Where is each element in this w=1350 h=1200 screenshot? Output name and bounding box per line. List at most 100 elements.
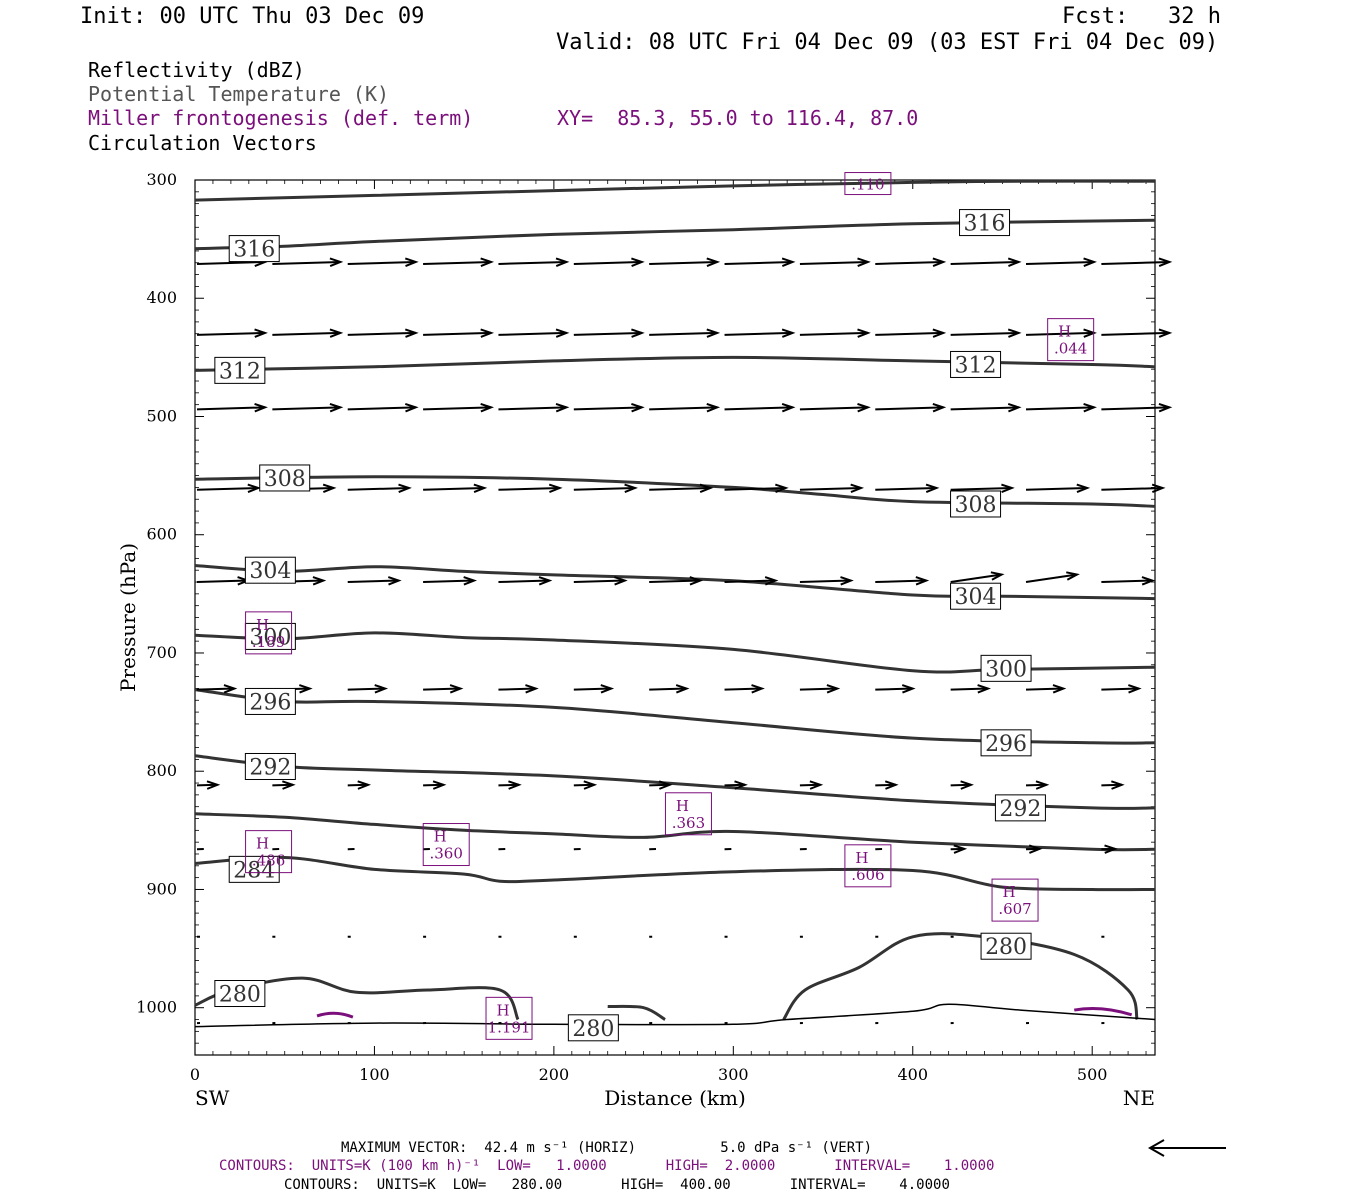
theta-contour-label: 304 (249, 559, 291, 584)
circulation-vector (423, 783, 444, 787)
circulation-vector (1101, 486, 1163, 491)
circulation-vector (498, 579, 550, 584)
circulation-vector (950, 260, 1019, 265)
circulation-vector (649, 331, 718, 336)
fronto-max-box (844, 172, 892, 196)
circulation-vector (1025, 486, 1088, 491)
theta-contour-label: 284 (233, 858, 275, 883)
circulation-vector-head (1007, 402, 1022, 413)
surface-line (194, 1003, 1156, 1028)
circulation-vector (272, 406, 341, 411)
theta-contour-label: 292 (249, 755, 291, 780)
circulation-vector-head (774, 483, 789, 494)
circulation-vector-head (840, 576, 854, 586)
circulation-vector-head (404, 402, 419, 413)
circulation-vector-head (329, 257, 344, 267)
circulation-vector-head (1151, 483, 1166, 494)
theta-contour-316 (194, 218, 1156, 251)
circulation-vector (196, 486, 259, 491)
fronto-max-box (991, 878, 1039, 922)
circulation-vector-head (538, 576, 553, 586)
fronto-max-value: .606 (851, 866, 884, 884)
footer-contours-theta: CONTOURS: UNITS=K LOW= 280.00 HIGH= 400.… (284, 1177, 950, 1193)
circulation-vector-head (254, 328, 268, 338)
theta-contour-label: 316 (233, 238, 275, 263)
circulation-vector-head (247, 483, 262, 494)
theta-label-box (244, 556, 296, 584)
x-axis-label: Distance (km) (604, 1086, 746, 1110)
circulation-vector (799, 406, 868, 411)
circulation-vector-head (404, 328, 419, 338)
theta-contour-label: 308 (264, 467, 306, 492)
circulation-vector (498, 260, 567, 265)
circulation-vector-head (480, 402, 495, 413)
circulation-vector-head (1035, 780, 1050, 790)
theta-contour-label: 280 (985, 935, 1027, 960)
x-left-end-label: SW (195, 1086, 230, 1110)
forecast-hour: Fcst: 32 h (1062, 4, 1221, 29)
theta-label-box (994, 794, 1046, 822)
fronto-max-box (422, 823, 470, 867)
legend-reflectivity: Reflectivity (dBZ) (88, 58, 305, 82)
circulation-vector (950, 687, 989, 691)
x-tick-label: 300 (718, 1065, 749, 1084)
circulation-vector-head (734, 780, 748, 790)
circulation-vector (724, 331, 793, 336)
circulation-vector-head (555, 257, 570, 267)
circulation-vector-head (614, 576, 628, 586)
fronto-max-value: .110 (851, 176, 884, 194)
fronto-max-box (844, 844, 892, 888)
fronto-max-value: .363 (672, 814, 705, 832)
circulation-vector-head (624, 483, 638, 494)
circulation-vector-head (781, 402, 796, 413)
circulation-vector (272, 783, 293, 787)
circulation-vector (1025, 260, 1095, 265)
theta-contour-label: 292 (999, 797, 1041, 822)
circulation-vector (347, 486, 409, 491)
theta-contour-label: 300 (985, 657, 1027, 682)
circulation-vector (498, 331, 567, 336)
theta-contour-label: 280 (219, 983, 261, 1008)
circulation-vector-head (357, 780, 372, 790)
circulation-vector (724, 783, 745, 787)
theta-contour-320 (194, 179, 1156, 202)
circulation-vector (1025, 331, 1095, 336)
x-tick-label: 500 (1077, 1065, 1108, 1084)
theta-label-box (244, 687, 296, 715)
circulation-vector (649, 260, 718, 265)
circulation-vector (423, 406, 492, 411)
circulation-vector (875, 783, 896, 787)
circulation-vector (498, 687, 536, 691)
circulation-vector (950, 331, 1019, 336)
valid-time: Valid: 08 UTC Fri 04 Dec 09 (03 EST Fri … (556, 30, 1219, 55)
theta-label-box (950, 350, 1002, 378)
circulation-vector-head (432, 780, 447, 790)
circulation-vector (724, 486, 786, 491)
circulation-vector-head (1158, 402, 1173, 413)
circulation-vector (347, 331, 416, 336)
circulation-vector-head (1128, 684, 1142, 694)
circulation-vector-head (706, 402, 721, 413)
circulation-vector-head (751, 684, 765, 694)
circulation-vector-head (583, 780, 598, 790)
circulation-vector (347, 260, 416, 265)
circulation-vector-head (932, 328, 947, 338)
fronto-max-value: .360 (430, 845, 463, 863)
circulation-vector-head (990, 571, 1005, 581)
theta-contour-label: 296 (249, 690, 291, 715)
y-tick-label: 900 (146, 879, 177, 898)
x-tick-label: 200 (539, 1065, 570, 1084)
theta-label-box (980, 729, 1032, 757)
circulation-vector (573, 406, 642, 411)
circulation-vector-head (329, 402, 344, 413)
fronto-max-marker: H (256, 616, 269, 634)
fronto-max-value: .486 (252, 852, 285, 870)
circulation-vector (649, 783, 670, 787)
x-right-end-label: NE (1123, 1086, 1155, 1110)
circulation-vector-head (508, 780, 522, 790)
theta-contour-label: 312 (219, 359, 261, 384)
theta-contour-312 (194, 355, 1156, 372)
circulation-vector (950, 486, 1012, 491)
theta-contour-288 (194, 812, 1156, 852)
circulation-vector (423, 486, 485, 491)
